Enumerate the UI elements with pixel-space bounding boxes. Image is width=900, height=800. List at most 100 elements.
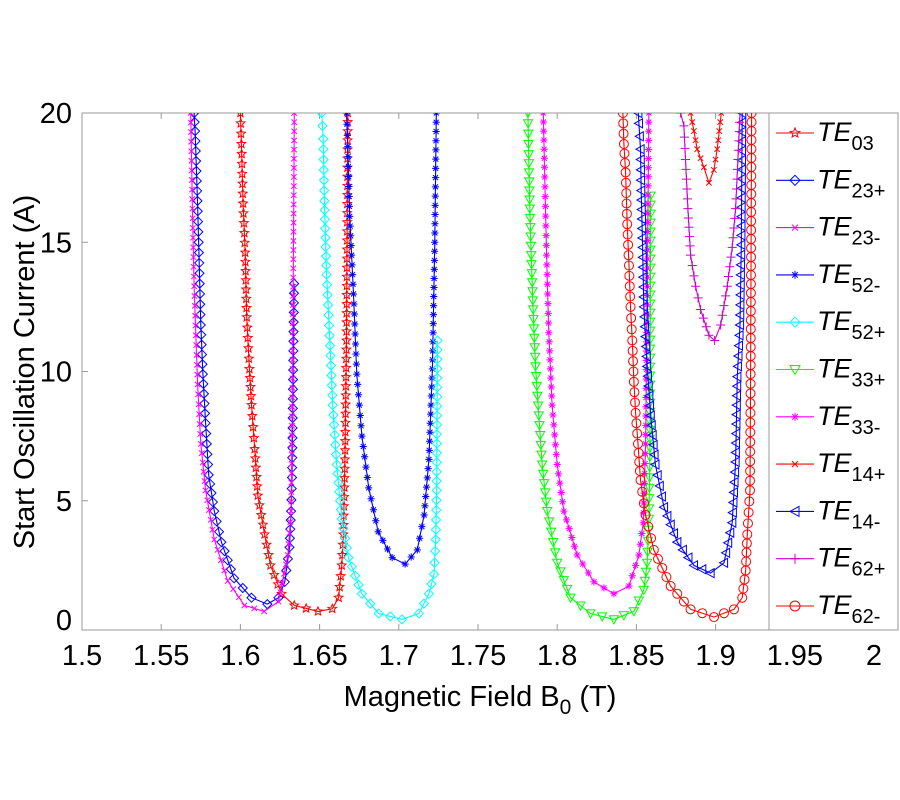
data-point-asterisk xyxy=(590,578,598,586)
data-point-asterisk xyxy=(344,143,352,151)
legend-item-TE62-: TE62- xyxy=(776,590,880,628)
data-point-triangle-left xyxy=(671,536,682,548)
data-point-diamond xyxy=(288,355,299,366)
data-point-triangle-left xyxy=(735,279,745,291)
data-point-triangle-down xyxy=(524,186,535,197)
data-point-diamond xyxy=(423,588,435,600)
data-point-triangle-down xyxy=(585,609,596,619)
legend-label-sub: 23+ xyxy=(852,180,886,202)
data-point-x xyxy=(190,254,197,261)
data-point-x xyxy=(712,156,719,163)
data-point-diamond xyxy=(318,143,329,155)
data-point-x xyxy=(205,507,213,514)
data-point-circle xyxy=(745,417,756,428)
data-point-x xyxy=(221,567,228,574)
data-point-asterisk xyxy=(362,463,370,471)
data-point-plus xyxy=(731,194,741,204)
data-point-plus xyxy=(680,143,690,153)
data-point-diamond xyxy=(385,611,396,622)
data-point-triangle-left xyxy=(638,311,649,323)
data-point-plus xyxy=(729,223,739,233)
data-point-x xyxy=(289,338,296,345)
data-point-triangle-left xyxy=(658,501,669,513)
data-point-asterisk xyxy=(432,127,440,136)
data-point-triangle-left xyxy=(731,399,741,411)
data-point-triangle-left xyxy=(636,204,646,215)
data-point-star xyxy=(236,167,248,179)
data-point-triangle-down xyxy=(525,251,537,261)
data-point-asterisk xyxy=(345,192,353,201)
data-point-x xyxy=(284,551,291,559)
data-point-x xyxy=(290,155,298,162)
data-point-plus xyxy=(681,174,691,184)
data-point-plus xyxy=(726,252,736,262)
data-point-diamond xyxy=(327,389,338,401)
data-point-triangle-left xyxy=(696,563,707,575)
data-point-triangle-left xyxy=(649,459,660,470)
data-point-diamond xyxy=(431,410,443,421)
data-point-diamond xyxy=(288,297,300,309)
data-point-diamond xyxy=(335,504,347,516)
data-point-triangle-down xyxy=(523,150,535,160)
x-tick-label: 1.5 xyxy=(62,640,102,672)
data-point-star xyxy=(251,471,263,482)
data-point-asterisk xyxy=(345,172,353,181)
data-point-triangle-left xyxy=(633,117,644,129)
legend-label: TE33+ xyxy=(817,354,885,392)
data-point-star xyxy=(237,187,249,199)
data-point-asterisk xyxy=(383,545,392,553)
data-point-asterisk xyxy=(432,118,440,126)
data-point-star xyxy=(288,599,300,611)
data-point-triangle-down xyxy=(531,381,543,392)
data-point-triangle-left xyxy=(727,497,738,508)
data-point-asterisk xyxy=(432,113,440,117)
data-point-diamond xyxy=(194,268,205,279)
data-point-x xyxy=(187,113,194,117)
data-point-asterisk xyxy=(428,365,436,373)
legend-label-main: TE xyxy=(817,495,852,525)
data-point-triangle-left xyxy=(641,360,652,372)
data-point-plus xyxy=(722,281,732,291)
data-point-x xyxy=(689,118,696,126)
data-point-star xyxy=(261,538,273,550)
data-point-triangle-left xyxy=(632,113,643,119)
data-point-triangle-left xyxy=(735,249,746,261)
data-point-asterisk xyxy=(573,551,581,559)
data-point-diamond xyxy=(432,354,443,365)
data-point-asterisk xyxy=(361,453,369,461)
legend-item-TE03: TE03 xyxy=(776,117,874,155)
data-point-star xyxy=(255,509,267,520)
data-point-x xyxy=(290,219,297,226)
data-point-x xyxy=(289,329,296,336)
data-point-diamond xyxy=(322,289,333,301)
data-point-asterisk xyxy=(645,127,653,135)
data-point-diamond xyxy=(202,459,214,470)
data-point-diamond xyxy=(194,257,205,269)
data-point-star xyxy=(300,602,312,614)
data-point-plus xyxy=(790,553,800,564)
data-point-plus xyxy=(721,291,731,301)
data-point-circle xyxy=(620,157,631,168)
data-point-asterisk xyxy=(549,411,557,419)
data-point-asterisk xyxy=(542,232,550,240)
series-line xyxy=(321,113,438,620)
data-point-x xyxy=(290,283,297,290)
data-point-x xyxy=(716,128,723,135)
data-point-triangle-down xyxy=(555,567,566,578)
data-point-plus xyxy=(735,113,745,118)
data-point-diamond xyxy=(216,536,227,548)
data-point-plus xyxy=(686,250,696,260)
data-point-circle xyxy=(623,250,634,261)
data-point-diamond xyxy=(431,485,442,496)
data-point-asterisk xyxy=(554,470,563,478)
legend-item-TE62+: TE62+ xyxy=(776,543,885,581)
data-point-plus xyxy=(676,113,686,118)
x-tick-label: 1.95 xyxy=(767,640,823,672)
data-point-diamond xyxy=(318,154,329,165)
data-point-plus xyxy=(687,261,697,271)
data-point-star xyxy=(341,307,353,318)
data-point-asterisk xyxy=(642,375,650,383)
legend-label-main: TE xyxy=(817,212,852,242)
data-point-asterisk xyxy=(635,551,643,559)
